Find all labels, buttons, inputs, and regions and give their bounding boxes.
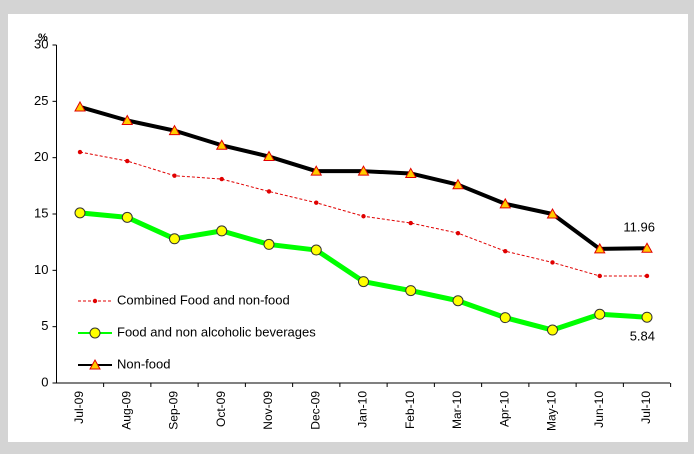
marker xyxy=(121,114,134,125)
x-tick-label: Jun-10 xyxy=(592,391,606,428)
marker xyxy=(452,295,464,307)
y-tick-label: 10 xyxy=(34,262,48,277)
marker xyxy=(77,149,83,155)
marker xyxy=(404,167,417,178)
marker xyxy=(358,276,369,288)
marker xyxy=(550,260,555,265)
marker xyxy=(644,273,650,279)
x-tick-label: Aug-09 xyxy=(119,391,133,430)
marker xyxy=(499,312,511,324)
legend-marker xyxy=(89,358,101,370)
marker xyxy=(168,124,181,136)
marker xyxy=(310,244,322,256)
marker xyxy=(408,220,413,226)
marker xyxy=(169,233,180,245)
marker xyxy=(361,214,366,219)
marker xyxy=(452,178,464,190)
marker xyxy=(74,100,86,112)
y-tick-label: 0 xyxy=(41,374,48,389)
marker xyxy=(266,189,272,194)
legend-marker xyxy=(89,327,101,339)
marker xyxy=(314,200,319,205)
legend-marker xyxy=(92,298,98,304)
marker xyxy=(216,225,228,237)
marker xyxy=(310,165,323,176)
y-tick-label: 5 xyxy=(41,318,48,333)
marker xyxy=(125,158,130,164)
marker xyxy=(121,211,133,223)
y-tick-label: 30 xyxy=(34,36,48,51)
value-label: 5.84 xyxy=(630,329,655,344)
value-label: 11.96 xyxy=(623,220,655,235)
marker xyxy=(455,230,461,236)
legend-label: Combined Food and non-food xyxy=(117,292,290,307)
y-tick-label: 15 xyxy=(34,205,48,220)
marker xyxy=(263,238,275,250)
marker xyxy=(503,248,508,254)
marker xyxy=(263,150,275,162)
legend-label: Food and non alcoholic beverages xyxy=(117,324,316,339)
marker xyxy=(357,165,370,176)
x-tick-label: Mar-10 xyxy=(450,391,464,429)
x-tick-label: Jul-10 xyxy=(639,391,653,424)
marker xyxy=(594,308,606,320)
y-tick-label: 20 xyxy=(34,149,48,164)
x-tick-label: Feb-10 xyxy=(403,391,417,429)
y-axis-label: % xyxy=(38,32,48,44)
y-tick-label: 25 xyxy=(34,93,48,108)
marker xyxy=(172,173,177,178)
x-tick-label: Apr-10 xyxy=(497,391,511,427)
marker xyxy=(219,176,224,182)
marker xyxy=(215,139,228,150)
x-tick-label: Dec-09 xyxy=(308,391,322,430)
legend-label: Non-food xyxy=(117,356,170,371)
marker xyxy=(641,242,653,253)
marker xyxy=(593,242,606,254)
marker xyxy=(499,197,512,209)
x-tick-label: Jan-10 xyxy=(356,391,370,428)
marker xyxy=(641,311,653,323)
marker xyxy=(547,324,558,336)
x-tick-label: Jul-09 xyxy=(72,391,86,424)
marker xyxy=(546,207,559,219)
marker xyxy=(597,273,602,279)
marker xyxy=(405,285,417,297)
x-tick-label: Oct-09 xyxy=(214,391,228,427)
x-tick-label: Sep-09 xyxy=(167,391,181,430)
marker xyxy=(74,207,86,219)
chart-panel xyxy=(8,14,688,442)
x-tick-label: May-10 xyxy=(545,391,559,431)
x-tick-label: Nov-09 xyxy=(261,391,275,430)
